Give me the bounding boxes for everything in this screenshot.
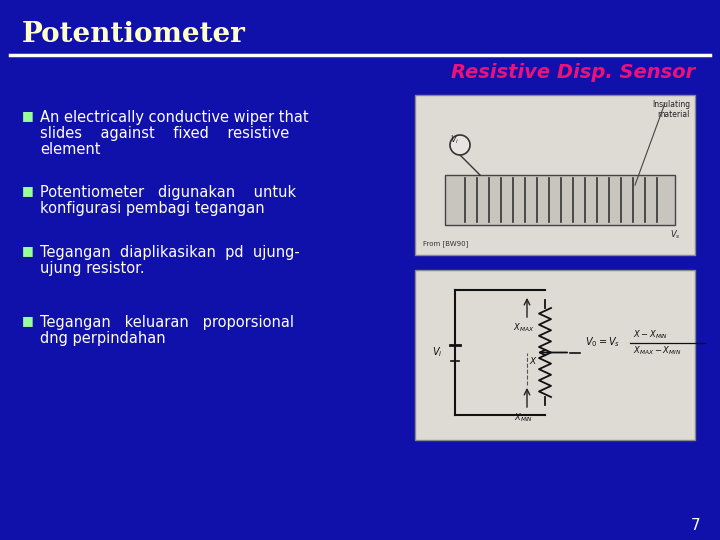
Text: $V_0 = V_s$: $V_0 = V_s$: [585, 335, 621, 349]
Text: Tegangan  diaplikasikan  pd  ujung-: Tegangan diaplikasikan pd ujung-: [40, 245, 300, 260]
Polygon shape: [445, 175, 675, 225]
Text: $V_i$: $V_i$: [433, 346, 443, 360]
Text: From [BW90]: From [BW90]: [423, 240, 469, 247]
Text: ujung resistor.: ujung resistor.: [40, 261, 145, 276]
Text: An electrically conductive wiper that: An electrically conductive wiper that: [40, 110, 309, 125]
Text: ■: ■: [22, 184, 34, 197]
Text: 7: 7: [690, 517, 700, 532]
Circle shape: [450, 135, 470, 155]
Bar: [415, 95, 695, 255]
Bar: [415, 270, 695, 440]
Text: $X_{MIN}$: $X_{MIN}$: [515, 412, 534, 424]
Text: $X_{MAX} - X_{MIN}$: $X_{MAX} - X_{MIN}$: [633, 345, 681, 357]
Text: element: element: [40, 142, 101, 157]
Text: $V_s$: $V_s$: [670, 229, 680, 241]
Text: Potentiometer: Potentiometer: [22, 22, 246, 49]
Text: ■: ■: [22, 314, 34, 327]
Text: slides    against    fixed    resistive: slides against fixed resistive: [40, 126, 289, 141]
Text: Resistive Disp. Sensor: Resistive Disp. Sensor: [451, 63, 695, 82]
Text: Insulating
material: Insulating material: [652, 100, 690, 119]
Text: Potentiometer   digunakan    untuk: Potentiometer digunakan untuk: [40, 185, 296, 200]
Text: $X - X_{MIN}$: $X - X_{MIN}$: [633, 328, 668, 341]
Text: Tegangan   keluaran   proporsional: Tegangan keluaran proporsional: [40, 315, 294, 330]
Text: $X$: $X$: [529, 354, 538, 366]
Text: $V_i$: $V_i$: [450, 133, 459, 145]
Text: ■: ■: [22, 244, 34, 257]
Text: konfigurasi pembagi tegangan: konfigurasi pembagi tegangan: [40, 201, 265, 216]
Text: ■: ■: [22, 109, 34, 122]
Text: dng perpindahan: dng perpindahan: [40, 331, 166, 346]
Text: $X_{MAX}$: $X_{MAX}$: [513, 322, 535, 334]
